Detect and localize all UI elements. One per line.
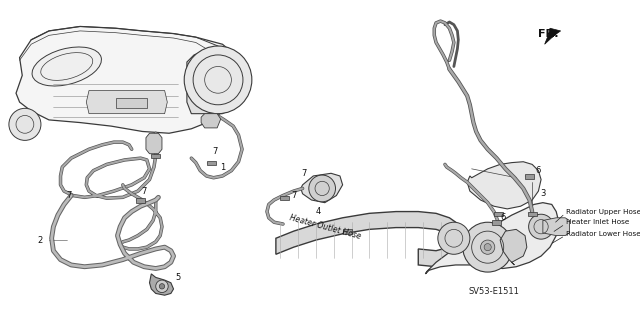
Polygon shape — [201, 114, 221, 128]
Polygon shape — [545, 28, 561, 44]
Circle shape — [184, 46, 252, 114]
Polygon shape — [426, 203, 559, 274]
Text: 7: 7 — [301, 169, 307, 178]
Bar — [525, 174, 534, 179]
Bar — [492, 220, 501, 225]
Circle shape — [481, 240, 495, 254]
Bar — [280, 196, 289, 200]
Bar — [207, 161, 216, 165]
Text: 7: 7 — [212, 146, 218, 156]
Text: 3: 3 — [540, 189, 545, 198]
Text: 6: 6 — [536, 166, 541, 175]
Polygon shape — [301, 173, 342, 203]
Bar — [116, 98, 147, 108]
Text: 6: 6 — [500, 213, 506, 222]
Text: Heater Outlet Hose: Heater Outlet Hose — [288, 214, 362, 241]
Polygon shape — [276, 211, 463, 267]
Text: 7: 7 — [67, 191, 72, 200]
Text: 5: 5 — [175, 273, 180, 282]
Ellipse shape — [32, 47, 101, 86]
Circle shape — [9, 108, 41, 140]
Polygon shape — [467, 162, 541, 209]
Polygon shape — [146, 133, 162, 154]
Text: 2: 2 — [37, 235, 43, 245]
Polygon shape — [187, 51, 242, 114]
Polygon shape — [500, 229, 527, 265]
Circle shape — [309, 175, 335, 202]
Text: Heater Inlet Hose: Heater Inlet Hose — [566, 219, 629, 225]
Polygon shape — [16, 26, 242, 133]
Polygon shape — [150, 274, 173, 295]
Text: Radiator Upper Hose: Radiator Upper Hose — [566, 209, 640, 215]
Circle shape — [484, 244, 492, 251]
Text: 7: 7 — [141, 187, 147, 196]
Bar — [136, 198, 145, 203]
Bar — [494, 211, 503, 216]
Bar — [342, 229, 351, 234]
Bar — [151, 154, 160, 158]
Circle shape — [529, 214, 554, 239]
Circle shape — [156, 280, 168, 293]
Text: 1: 1 — [220, 163, 225, 172]
Circle shape — [159, 284, 164, 289]
Text: 7: 7 — [291, 191, 296, 200]
Polygon shape — [86, 91, 167, 114]
Circle shape — [463, 222, 513, 272]
Circle shape — [438, 222, 470, 254]
Text: FR.: FR. — [538, 29, 558, 39]
Polygon shape — [543, 218, 570, 236]
Text: SV53-E1511: SV53-E1511 — [468, 287, 519, 296]
Bar — [528, 211, 536, 216]
Text: 4: 4 — [316, 207, 321, 216]
Text: Radiator Lower Hose: Radiator Lower Hose — [566, 231, 640, 237]
